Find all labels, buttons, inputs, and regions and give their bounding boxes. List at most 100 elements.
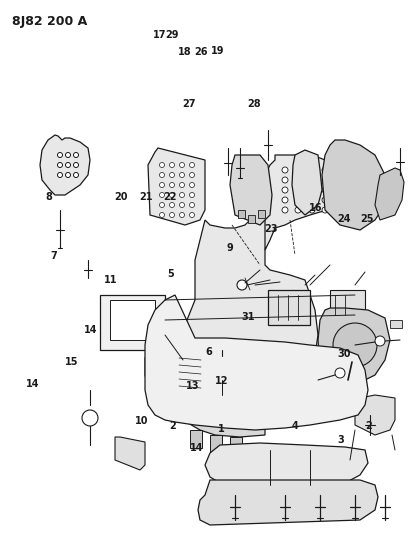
Polygon shape (321, 140, 384, 230)
Circle shape (65, 163, 70, 167)
Circle shape (189, 192, 194, 198)
Circle shape (281, 177, 287, 183)
Circle shape (281, 207, 287, 213)
Polygon shape (354, 395, 394, 435)
Polygon shape (204, 443, 367, 487)
Polygon shape (317, 308, 389, 385)
Circle shape (321, 207, 327, 213)
Circle shape (73, 163, 78, 167)
Polygon shape (178, 348, 202, 398)
Circle shape (236, 280, 246, 290)
FancyBboxPatch shape (247, 215, 254, 223)
Circle shape (169, 213, 174, 217)
Polygon shape (115, 437, 145, 470)
Polygon shape (198, 480, 377, 525)
Circle shape (321, 197, 327, 203)
Circle shape (169, 192, 174, 198)
Circle shape (169, 163, 174, 167)
Circle shape (73, 173, 78, 177)
Text: 31: 31 (241, 312, 254, 322)
Circle shape (294, 177, 300, 183)
Text: 11: 11 (104, 275, 117, 285)
Circle shape (321, 167, 327, 173)
Circle shape (179, 213, 184, 217)
Polygon shape (374, 168, 403, 220)
Text: 3: 3 (336, 435, 343, 445)
Polygon shape (189, 430, 202, 448)
Text: 6: 6 (205, 347, 212, 357)
Polygon shape (145, 348, 170, 395)
Circle shape (57, 163, 62, 167)
Circle shape (374, 336, 384, 346)
Text: 8J82 200 A: 8J82 200 A (12, 15, 87, 28)
Circle shape (294, 207, 300, 213)
Text: 12: 12 (214, 376, 227, 386)
Polygon shape (148, 148, 204, 225)
Circle shape (82, 410, 98, 426)
Text: 9: 9 (226, 243, 232, 253)
Polygon shape (229, 437, 241, 455)
Circle shape (57, 152, 62, 157)
Text: 26: 26 (194, 47, 207, 57)
Circle shape (159, 163, 164, 167)
Text: 25: 25 (360, 214, 373, 223)
Text: 27: 27 (182, 99, 195, 109)
Circle shape (159, 203, 164, 207)
Circle shape (159, 192, 164, 198)
Polygon shape (182, 390, 264, 437)
Polygon shape (291, 150, 321, 215)
Circle shape (308, 187, 314, 193)
Circle shape (189, 213, 194, 217)
Polygon shape (209, 435, 221, 453)
Text: 28: 28 (247, 99, 261, 109)
FancyBboxPatch shape (110, 300, 155, 340)
Circle shape (294, 187, 300, 193)
Text: 1: 1 (218, 424, 224, 434)
Text: 2: 2 (365, 422, 371, 431)
FancyBboxPatch shape (257, 210, 264, 218)
Circle shape (281, 197, 287, 203)
Circle shape (169, 182, 174, 188)
Text: 22: 22 (163, 192, 176, 202)
Circle shape (281, 187, 287, 193)
Circle shape (308, 197, 314, 203)
Circle shape (189, 182, 194, 188)
Circle shape (294, 197, 300, 203)
Text: 4: 4 (291, 422, 298, 431)
Circle shape (179, 182, 184, 188)
Circle shape (294, 167, 300, 173)
Text: 14: 14 (83, 326, 97, 335)
Circle shape (321, 177, 327, 183)
Circle shape (73, 152, 78, 157)
Text: 16: 16 (308, 203, 321, 213)
Circle shape (65, 173, 70, 177)
Circle shape (159, 213, 164, 217)
Circle shape (169, 203, 174, 207)
Polygon shape (229, 155, 271, 225)
Circle shape (308, 167, 314, 173)
Circle shape (321, 187, 327, 193)
Text: 7: 7 (50, 251, 56, 261)
Circle shape (189, 163, 194, 167)
Circle shape (65, 152, 70, 157)
Circle shape (189, 203, 194, 207)
Polygon shape (182, 218, 317, 405)
Text: 5: 5 (166, 270, 173, 279)
Circle shape (57, 173, 62, 177)
Text: 19: 19 (210, 46, 223, 55)
Text: 14: 14 (26, 379, 39, 389)
Text: 17: 17 (153, 30, 166, 39)
Text: 20: 20 (114, 192, 127, 202)
Circle shape (281, 167, 287, 173)
Text: 24: 24 (337, 214, 350, 223)
Circle shape (209, 356, 234, 380)
Circle shape (214, 361, 229, 375)
FancyBboxPatch shape (237, 210, 245, 218)
FancyBboxPatch shape (267, 290, 309, 325)
Circle shape (179, 163, 184, 167)
Polygon shape (145, 295, 367, 430)
Text: 10: 10 (135, 416, 148, 426)
Text: 18: 18 (177, 47, 191, 57)
FancyBboxPatch shape (329, 290, 364, 318)
Text: 14: 14 (190, 443, 203, 453)
